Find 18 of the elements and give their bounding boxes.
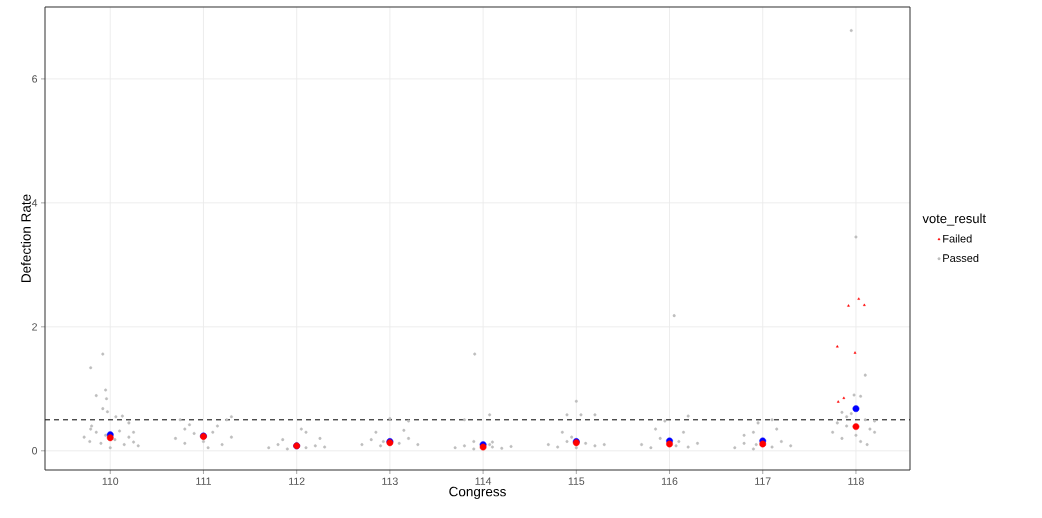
legend-label: Failed xyxy=(943,234,972,243)
legend-label: Passed xyxy=(943,253,979,263)
x-tick-label: 115 xyxy=(568,477,585,485)
x-axis-title: Congress xyxy=(449,486,506,500)
x-tick-label: 117 xyxy=(755,477,771,485)
x-tick-label: 110 xyxy=(102,477,119,485)
x-tick-label: 116 xyxy=(661,477,678,485)
x-tick-label: 114 xyxy=(475,477,492,485)
y-tick-label: 0 xyxy=(32,447,38,455)
x-tick-label: 111 xyxy=(196,477,211,485)
y-axis-title: Defection Rate xyxy=(20,194,31,283)
x-tick-label: 112 xyxy=(289,477,305,485)
x-tick-label: 113 xyxy=(382,477,398,485)
legend-title: vote_result xyxy=(922,213,986,226)
y-tick-label: 2 xyxy=(32,323,37,331)
x-tick-label: 118 xyxy=(848,477,864,485)
y-tick-label: 6 xyxy=(32,75,38,83)
y-tick-label: 4 xyxy=(31,199,38,207)
